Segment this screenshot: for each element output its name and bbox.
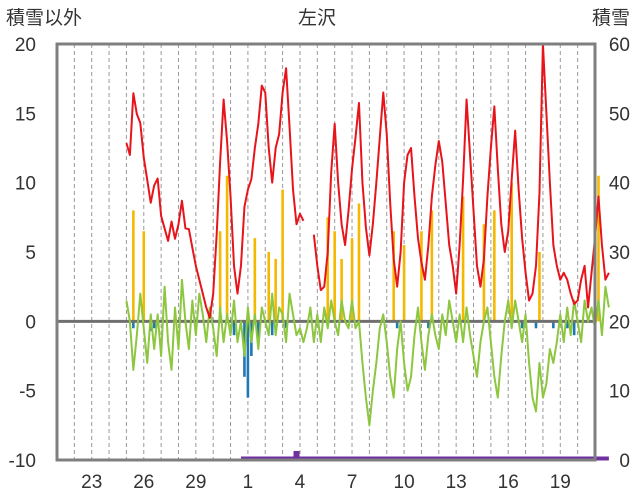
snowfall_negative-bar <box>552 321 555 329</box>
x-axis-ticks: 23 26 29 1 4 7 10 13 16 19 <box>81 472 571 493</box>
x-tick-label: 26 <box>133 472 154 493</box>
purple-marker <box>293 451 300 459</box>
left-tick-label: 0 <box>25 312 36 333</box>
right-tick-label: 60 <box>609 35 630 56</box>
left-tick-label: 5 <box>25 243 36 264</box>
snowfall_negative-bar <box>284 321 288 329</box>
line-series <box>125 43 610 427</box>
precipitation-bar <box>281 189 284 322</box>
snowfall_negative-bar <box>520 321 524 329</box>
precipitation-bar <box>350 238 354 322</box>
precipitation-bar <box>225 175 229 322</box>
precipitation-bar <box>597 175 600 322</box>
right-tick-label: 10 <box>609 382 630 403</box>
snowfall_negative-bar <box>152 321 156 329</box>
precipitation-bar <box>333 231 336 322</box>
chart-headers: 積雪以外 左沢 積雪 <box>6 7 630 29</box>
precipitation-bar <box>142 231 146 322</box>
snowfall_negative-bar <box>427 321 430 329</box>
precipitation-bar <box>267 252 271 322</box>
precipitation-bar <box>420 231 423 322</box>
plot-frame <box>55 42 597 462</box>
x-tick-label: 4 <box>295 472 306 493</box>
x-gridlines <box>73 44 579 460</box>
left-axis-ticks: 20 15 10 5 0 -5 -10 <box>9 35 36 472</box>
precipitation-bar <box>430 210 434 322</box>
x-tick-label: 10 <box>394 472 415 493</box>
snowfall_negative-bar <box>257 321 260 343</box>
x-tick-label: 23 <box>81 472 102 493</box>
purple-bottom-bar <box>240 451 609 461</box>
left-tick-label: 20 <box>15 35 36 56</box>
x-tick-label: 13 <box>446 472 467 493</box>
x-tick-label: 19 <box>550 472 571 493</box>
precipitation-bar <box>326 217 330 322</box>
snowfall_negative-bar <box>395 321 399 329</box>
left-tick-label: -5 <box>19 382 36 403</box>
left-tick-label: -10 <box>9 451 36 472</box>
x-tick-label: 16 <box>498 472 519 493</box>
right-tick-label: 0 <box>619 451 630 472</box>
right-tick-label: 20 <box>609 312 630 333</box>
right-axis-ticks: 60 50 40 30 20 10 0 <box>609 35 630 472</box>
snowfall_negative-bar <box>132 321 135 329</box>
snow-depth-line <box>125 67 305 319</box>
x-tick-label: 29 <box>185 472 206 493</box>
right-tick-label: 40 <box>609 174 630 195</box>
right-tick-label: 30 <box>609 243 630 264</box>
precipitation-bar <box>392 231 395 322</box>
snowfall_negative-bar <box>270 321 274 336</box>
snowfall_negative-bar <box>572 321 576 336</box>
left-axis-label: 積雪以外 <box>6 7 82 29</box>
left-tick-label: 15 <box>15 104 36 125</box>
precipitation-bar <box>461 196 465 322</box>
x-tick-label: 7 <box>347 472 358 493</box>
chart-title: 左沢 <box>298 7 336 29</box>
x-tick-label: 1 <box>243 472 254 493</box>
bar-series <box>132 175 600 398</box>
snow-depth-line <box>312 43 610 309</box>
precipitation-bar <box>274 258 277 322</box>
precipitation-bar <box>253 238 257 322</box>
right-tick-label: 50 <box>609 104 630 125</box>
precipitation-bar <box>340 258 343 322</box>
snowfall_negative-bar <box>232 321 236 336</box>
precipitation-bar <box>402 245 406 322</box>
snowfall_negative-bar <box>246 321 250 398</box>
precipitation-bar <box>218 231 222 322</box>
snowfall_negative-bar <box>565 321 569 329</box>
right-axis-label: 積雪 <box>592 7 630 29</box>
snowfall_negative-bar <box>534 321 538 329</box>
precipitation-bar <box>482 224 486 322</box>
precipitation-bar <box>357 203 361 322</box>
precipitation-bar <box>510 182 513 322</box>
precipitation-bar <box>132 210 135 322</box>
temperature-line <box>125 278 610 427</box>
precipitation-bar <box>538 252 541 322</box>
precipitation-bar <box>493 210 496 322</box>
left-tick-label: 10 <box>15 174 36 195</box>
